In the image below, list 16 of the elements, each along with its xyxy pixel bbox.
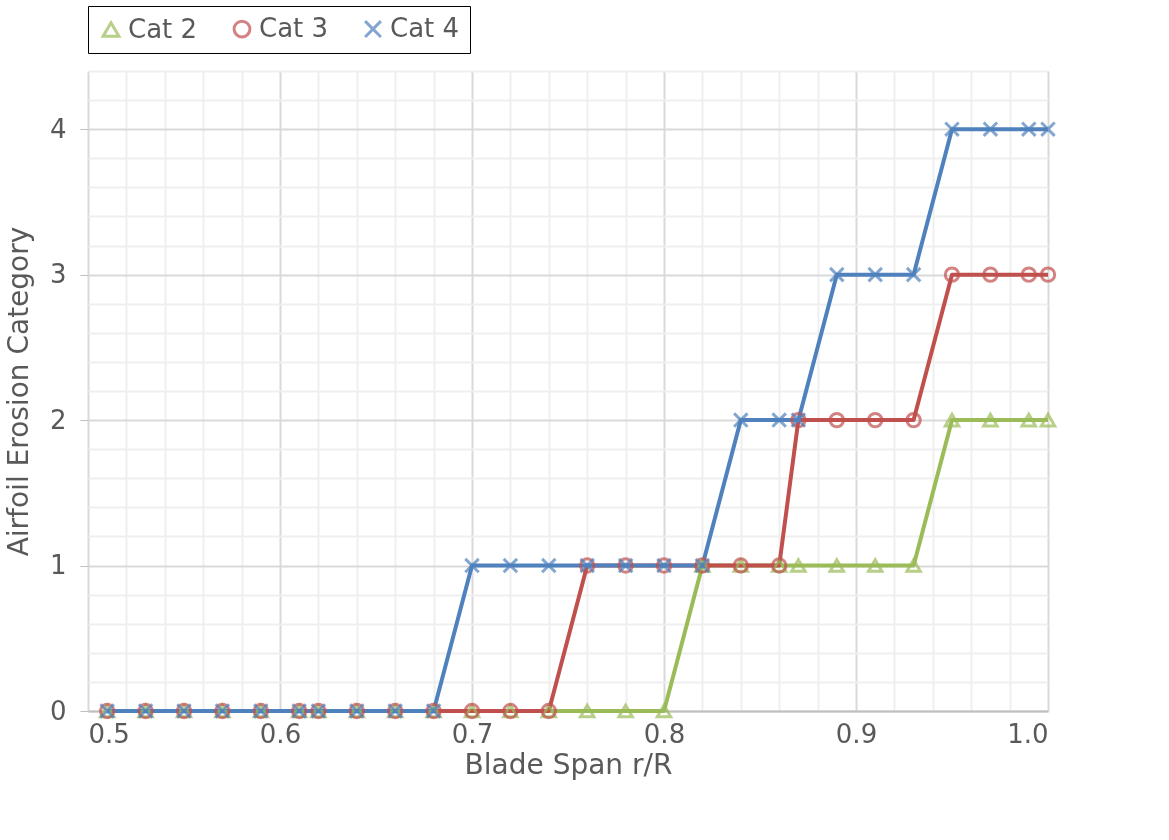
x-tick-label: 0.6	[259, 718, 302, 749]
y-tick-label: 1	[49, 550, 67, 581]
y-tick-label: 0	[49, 695, 67, 726]
x-tick-label: 0.7	[451, 718, 494, 749]
y-tick-label: 2	[49, 404, 67, 435]
legend-label: Cat 4	[390, 13, 460, 44]
x-axis-title: Blade Span r/R	[464, 747, 673, 781]
x-tick-label: 1.0	[1007, 718, 1049, 749]
y-tick-label: 4	[49, 113, 67, 144]
legend-label: Cat 3	[259, 13, 329, 44]
y-tick-label: 3	[49, 259, 67, 290]
x-tick-label: 0.8	[643, 718, 686, 749]
x-tick-label: 0.9	[835, 718, 878, 749]
legend-label: Cat 2	[128, 13, 198, 44]
x-tick-label: 0.5	[88, 718, 130, 749]
y-axis-title: Airfoil Erosion Category	[1, 226, 35, 557]
